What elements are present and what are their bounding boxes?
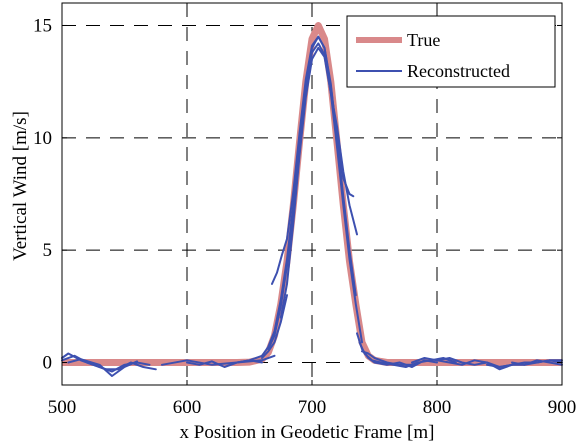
series-reconstructed-line bbox=[261, 294, 288, 359]
legend: True Reconstructed bbox=[346, 15, 556, 88]
series-reconstructed-line bbox=[358, 341, 457, 368]
series-reconstructed-line bbox=[271, 35, 355, 285]
y-tick-label: 10 bbox=[33, 128, 52, 149]
y-axis-label: Vertical Wind [m/s] bbox=[10, 111, 31, 261]
x-axis-label: x Position in Geodetic Frame [m] bbox=[180, 422, 435, 443]
series-reconstructed-line bbox=[67, 358, 138, 377]
x-tick-label: 700 bbox=[298, 397, 327, 418]
series-layer bbox=[61, 22, 563, 377]
series-reconstructed-line bbox=[511, 359, 563, 366]
y-tick-label: 5 bbox=[43, 240, 53, 261]
y-tick-label: 0 bbox=[43, 353, 53, 374]
x-tick-label: 900 bbox=[548, 397, 577, 418]
legend-label-reconstructed: Reconstructed bbox=[407, 61, 510, 81]
axes bbox=[61, 2, 563, 386]
x-tick-label: 800 bbox=[423, 397, 452, 418]
series-reconstructed-line bbox=[161, 354, 276, 366]
series-reconstructed-line bbox=[279, 46, 358, 319]
legend-label-true: True bbox=[407, 30, 440, 50]
series-reconstructed-line bbox=[361, 350, 413, 366]
x-tick-label: 600 bbox=[173, 397, 202, 418]
legend-box bbox=[346, 15, 556, 88]
y-tick-label: 15 bbox=[33, 15, 52, 36]
x-tick-label: 500 bbox=[48, 397, 77, 418]
tick-labels: 500 600 700 800 900 0 5 10 15 bbox=[33, 15, 576, 418]
